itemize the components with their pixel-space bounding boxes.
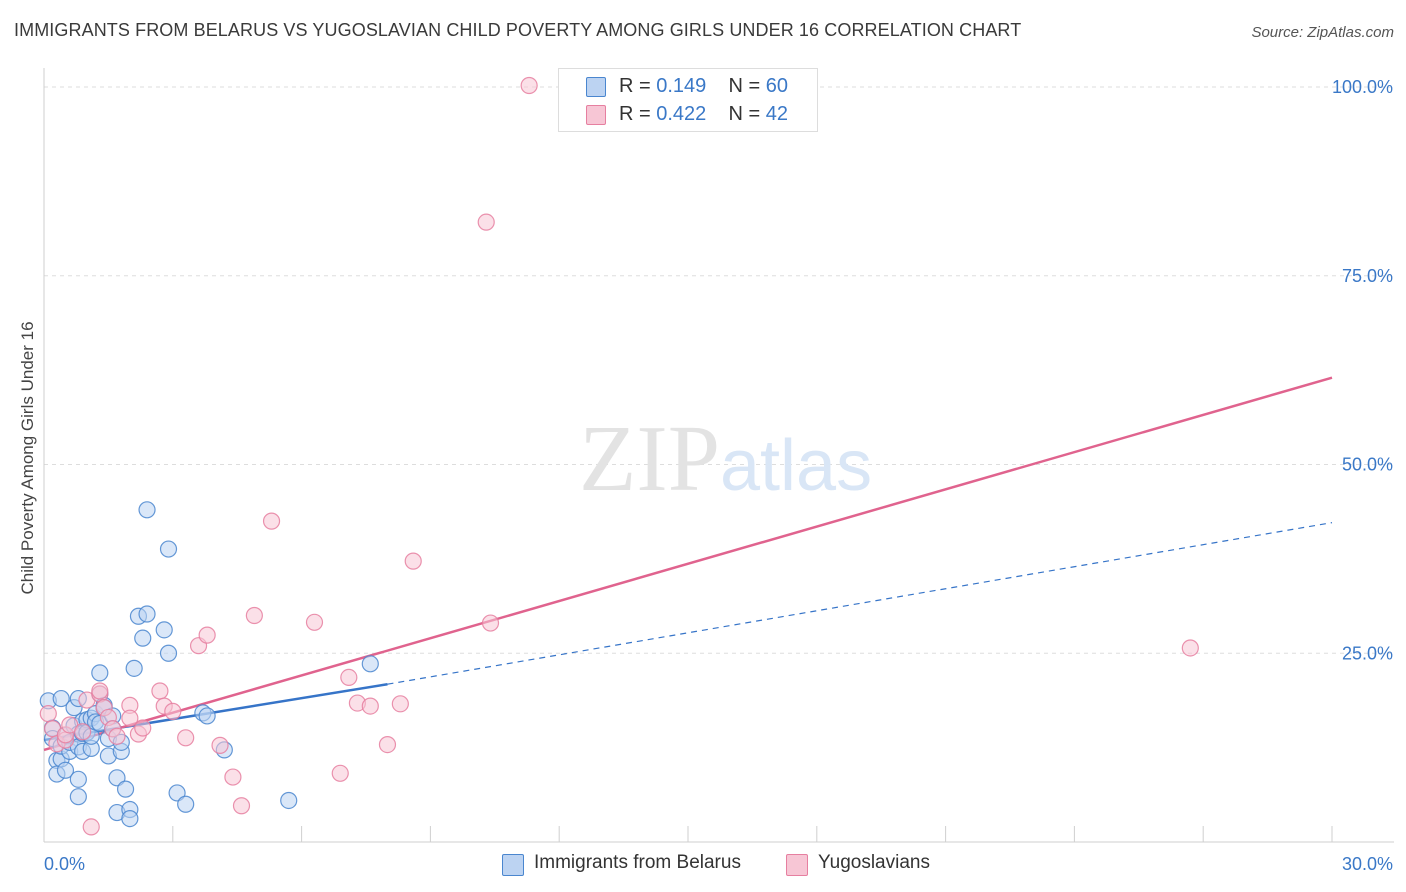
point-yugoslavians bbox=[82, 818, 100, 836]
point-yugoslavians bbox=[245, 606, 263, 625]
n-label: N = bbox=[728, 75, 761, 97]
watermark-atlas: atlas bbox=[720, 426, 872, 506]
point-belarus bbox=[280, 791, 298, 810]
point-yugoslavians bbox=[198, 626, 216, 644]
r-value: 0.149 bbox=[656, 75, 707, 97]
watermark-zip: ZIP bbox=[579, 407, 720, 511]
point-belarus bbox=[69, 770, 87, 788]
y-tick-label: 50.0% bbox=[1342, 455, 1393, 475]
legend-label-yugoslavians: Yugoslavians bbox=[818, 852, 930, 873]
legend-swatch-belarus bbox=[502, 854, 524, 876]
point-yugoslavians bbox=[340, 668, 358, 687]
point-yugoslavians bbox=[164, 702, 182, 720]
point-belarus bbox=[121, 809, 139, 828]
point-yugoslavians bbox=[39, 705, 57, 723]
point-yugoslavians bbox=[74, 723, 92, 741]
point-yugoslavians bbox=[232, 797, 251, 815]
tick-labels: 25.0% 50.0% 75.0% 100.0% 0.0% 30.0% bbox=[44, 77, 1393, 874]
point-yugoslavians bbox=[262, 512, 281, 530]
x-tick-label-max: 30.0% bbox=[1342, 854, 1393, 874]
point-belarus bbox=[155, 621, 173, 639]
legend-swatch-belarus bbox=[586, 77, 606, 97]
n-value: 42 bbox=[765, 103, 789, 125]
data-points bbox=[39, 76, 1199, 836]
point-yugoslavians bbox=[477, 213, 495, 231]
source-label: Source: ZipAtlas.com bbox=[1251, 24, 1394, 41]
point-yugoslavians bbox=[134, 719, 152, 737]
legend-label-belarus: Immigrants from Belarus bbox=[534, 852, 741, 873]
x-tick-label-min: 0.0% bbox=[44, 854, 85, 874]
grid bbox=[44, 86, 1394, 654]
chart-title: IMMIGRANTS FROM BELARUS VS YUGOSLAVIAN C… bbox=[14, 20, 1022, 40]
point-belarus bbox=[56, 761, 75, 779]
point-yugoslavians bbox=[481, 614, 500, 632]
point-belarus bbox=[134, 629, 152, 647]
r-value: 0.422 bbox=[656, 103, 707, 125]
point-yugoslavians bbox=[151, 682, 169, 700]
legend-swatch-yugoslavians bbox=[786, 854, 808, 876]
trend-line-belarus-extension bbox=[387, 522, 1333, 685]
point-yugoslavians bbox=[391, 695, 409, 713]
point-yugoslavians bbox=[1181, 639, 1199, 657]
point-belarus bbox=[69, 788, 87, 806]
point-yugoslavians bbox=[224, 768, 242, 786]
point-belarus bbox=[177, 795, 195, 813]
point-yugoslavians bbox=[305, 613, 324, 631]
point-yugoslavians bbox=[361, 697, 379, 715]
point-yugoslavians bbox=[177, 729, 195, 747]
point-belarus bbox=[159, 644, 178, 662]
n-label: N = bbox=[728, 103, 761, 125]
point-yugoslavians bbox=[108, 727, 126, 745]
point-belarus bbox=[138, 605, 156, 623]
n-value: 60 bbox=[765, 75, 789, 97]
point-yugoslavians bbox=[121, 709, 139, 727]
point-belarus bbox=[361, 655, 379, 673]
point-yugoslavians bbox=[404, 552, 422, 570]
point-yugoslavians bbox=[378, 736, 397, 754]
trend-line-yugoslavians bbox=[43, 376, 1333, 752]
point-belarus bbox=[52, 689, 70, 708]
r-label: R = bbox=[619, 103, 651, 125]
point-belarus bbox=[125, 659, 143, 677]
point-yugoslavians bbox=[331, 764, 349, 782]
point-yugoslavians bbox=[91, 682, 109, 700]
point-belarus bbox=[108, 769, 126, 787]
r-label: R = bbox=[619, 75, 651, 97]
point-yugoslavians bbox=[520, 76, 538, 95]
point-yugoslavians bbox=[211, 736, 229, 754]
legend-swatch-yugoslavians bbox=[586, 105, 606, 125]
y-tick-label: 75.0% bbox=[1342, 266, 1393, 286]
point-belarus bbox=[159, 540, 178, 558]
point-belarus bbox=[91, 664, 109, 682]
point-belarus bbox=[138, 501, 156, 519]
point-belarus bbox=[116, 780, 135, 798]
y-tick-label: 100.0% bbox=[1332, 77, 1393, 97]
legend-stats: R = 0.149 N = 60 R = 0.422 N = 42 bbox=[558, 68, 818, 132]
point-belarus bbox=[168, 784, 186, 802]
point-belarus bbox=[198, 707, 216, 725]
y-tick-label: 25.0% bbox=[1342, 643, 1393, 663]
